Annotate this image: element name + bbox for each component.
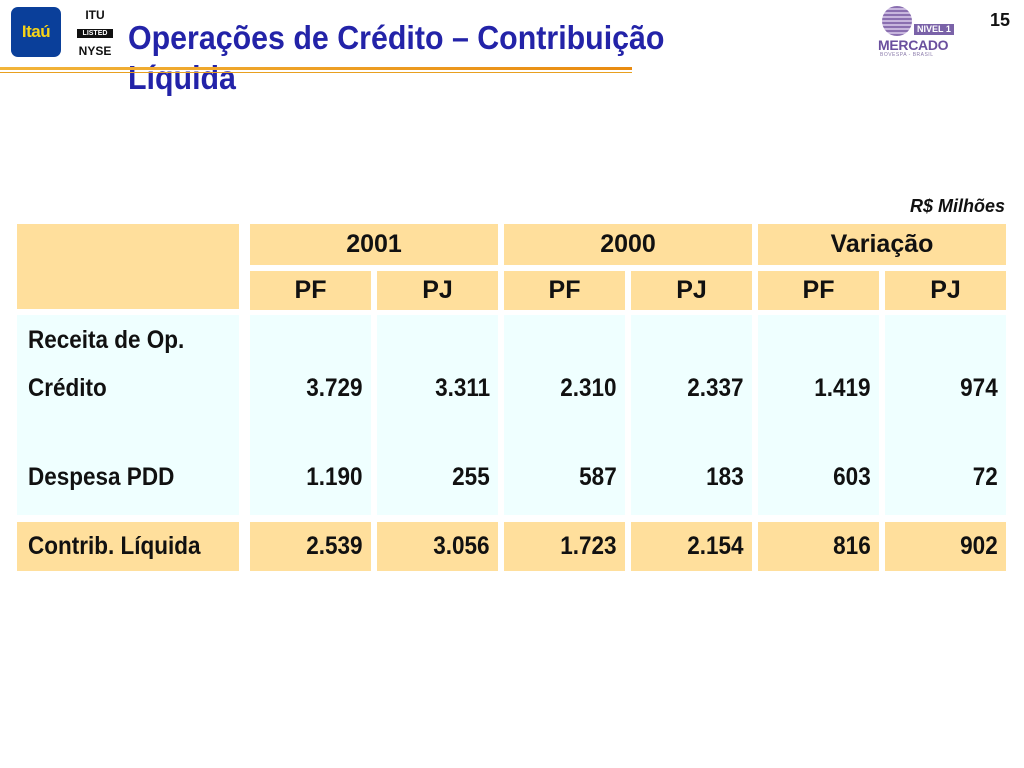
- table-cell: 902: [960, 532, 998, 560]
- table-cell: 587: [579, 463, 617, 491]
- sub-header: PF: [758, 271, 879, 310]
- total-cell: 816: [758, 522, 879, 571]
- itau-logo: Itaú: [11, 7, 61, 57]
- nyse-logo-line3: NYSE: [78, 44, 112, 58]
- page-title: Operações de Crédito – Contribuição Líqu…: [128, 19, 665, 96]
- year-header-label: 2001: [346, 230, 402, 258]
- sub-header-label: PF: [548, 276, 581, 304]
- row-label-receita-line1: Receita de Op.: [28, 326, 185, 354]
- novo-mercado-level: NIVEL 1: [914, 24, 954, 35]
- total-cell: 902: [885, 522, 1006, 571]
- nyse-logo-line1: ITU: [85, 8, 105, 22]
- table-cell: 974: [960, 374, 998, 402]
- row-label-despesa: Despesa PDD: [28, 463, 175, 491]
- data-column: 3.729 1.190: [250, 315, 371, 515]
- table-cell: 816: [833, 532, 871, 560]
- data-column: 2.337 183: [631, 315, 752, 515]
- novo-mercado-emblem-icon: [882, 6, 912, 36]
- table-cell: 3.056: [433, 532, 490, 560]
- row-label-receita-line2: Crédito: [28, 374, 107, 402]
- nyse-logo-line2: LISTED: [77, 28, 113, 38]
- row-label-cell: Receita de Op. Crédito Despesa PDD: [17, 315, 239, 515]
- sub-header: PJ: [885, 271, 1006, 310]
- table-cell: 3.311: [434, 374, 490, 402]
- table-cell: 1.190: [306, 463, 363, 491]
- table-cell: 1.419: [814, 374, 871, 402]
- sub-header-label: PJ: [676, 276, 707, 304]
- total-label: Contrib. Líquida: [28, 532, 201, 560]
- novo-mercado-text: MERCADO: [878, 37, 949, 53]
- table-cell: 2.539: [306, 532, 363, 560]
- novo-mercado-logo: NIVEL 1 MERCADO BOVESPA - BRASIL: [878, 6, 956, 58]
- nyse-logo: ITU LISTED NYSE: [76, 9, 114, 57]
- table-cell: 183: [706, 463, 744, 491]
- table-cell: 2.310: [560, 374, 617, 402]
- sub-header-label: PF: [802, 276, 835, 304]
- year-header-label: Variação: [830, 230, 934, 258]
- table-cell: 255: [452, 463, 490, 491]
- novo-mercado-sub: BOVESPA - BRASIL: [880, 52, 934, 58]
- title-divider-thin: [0, 72, 632, 73]
- total-cell: 3.056: [377, 522, 498, 571]
- sub-header-label: PF: [294, 276, 327, 304]
- data-column: 2.310 587: [504, 315, 625, 515]
- itau-logo-text: Itaú: [21, 22, 51, 41]
- sub-header: PF: [504, 271, 625, 310]
- page-number: 15: [990, 10, 1011, 30]
- unit-label: R$ Milhões: [909, 196, 1005, 216]
- table-cell: 603: [833, 463, 871, 491]
- table-cell: 3.729: [306, 374, 363, 402]
- table-cell: 1.723: [560, 532, 617, 560]
- table-cell: 2.337: [687, 374, 744, 402]
- year-header-variacao: Variação: [758, 224, 1006, 265]
- total-label-cell: Contrib. Líquida: [17, 522, 239, 571]
- data-column: 974 72: [885, 315, 1006, 515]
- sub-header-label: PJ: [930, 276, 961, 304]
- table-cell: 2.154: [687, 532, 744, 560]
- table-corner-cell: [17, 224, 239, 309]
- sub-header-label: PJ: [422, 276, 453, 304]
- sub-header: PJ: [631, 271, 752, 310]
- sub-header: PJ: [377, 271, 498, 310]
- year-header-label: 2000: [600, 230, 656, 258]
- total-cell: 2.539: [250, 522, 371, 571]
- sub-header: PF: [250, 271, 371, 310]
- total-cell: 2.154: [631, 522, 752, 571]
- data-column: 3.311 255: [377, 315, 498, 515]
- year-header-2000: 2000: [504, 224, 752, 265]
- data-column: 1.419 603: [758, 315, 879, 515]
- total-cell: 1.723: [504, 522, 625, 571]
- year-header-2001: 2001: [250, 224, 498, 265]
- title-divider: [0, 67, 632, 70]
- table-cell: 72: [972, 463, 998, 491]
